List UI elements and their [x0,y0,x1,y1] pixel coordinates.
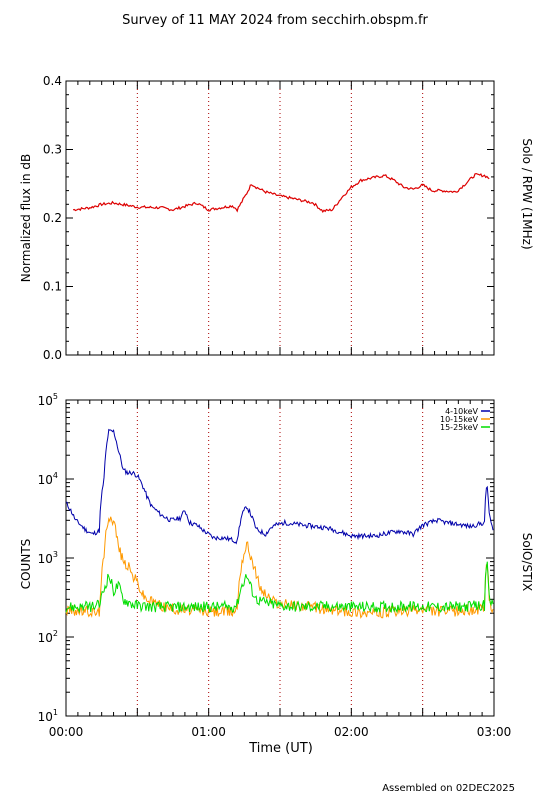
rpw-ylabel: Normalized flux in dB [19,154,33,283]
rpw-vlines [136,81,424,355]
stix-xlabel: Time (UT) [248,741,313,756]
legend-label-0: 4-10keV [445,407,478,416]
rpw-ytick-label-2: 0.2 [43,211,62,225]
stix-xtick-label-0: 00:00 [49,725,84,739]
legend-label-2: 15-25keV [440,423,479,432]
rpw-ytick-label-1: 0.1 [43,280,62,294]
stix-series-0 [65,428,494,545]
rpw-ytick-label-0: 0.0 [43,348,62,362]
stix-panel: 101 102 103 104 105 00:00 01:00 02:00 03:00 4-10… [19,392,534,756]
rpw-panel: 0.0 0.1 0.2 0.3 0.4 Normalized flux in dB So… [19,74,534,362]
rpw-right-label: Solo / RPW (1MHz) [520,138,534,249]
stix-series-2 [65,561,494,614]
stix-xtick-label-2: 02:00 [334,725,369,739]
stix-ytick-label-1: 102 [38,629,58,645]
stix-ytick-label-3: 104 [38,471,58,487]
stix-right-label: SolO/STIX [520,533,534,592]
legend-label-1: 10-15keV [440,415,479,424]
rpw-flux-line [72,172,490,214]
stix-ytick-label-2: 103 [38,550,58,566]
rpw-ytick-label-4: 0.4 [43,74,62,88]
stix-ytick-label-0: 101 [38,708,58,724]
stix-ticks: 101 102 103 104 105 00:00 01:00 02:00 03:00 [38,392,512,739]
stix-xtick-label-3: 03:00 [477,725,512,739]
stix-vlines [136,400,424,716]
stix-ylabel: COUNTS [19,539,33,590]
stix-series [65,428,494,619]
rpw-ytick-label-3: 0.3 [43,143,62,157]
assembled-footer: Assembled on 02DEC2025 [382,783,515,794]
stix-xtick-label-1: 01:00 [191,725,226,739]
stix-ytick-label-4: 105 [38,392,58,408]
figure-title: Survey of 11 MAY 2024 from secchirh.obsp… [122,13,428,28]
rpw-ticks: 0.0 0.1 0.2 0.3 0.4 [43,74,495,362]
